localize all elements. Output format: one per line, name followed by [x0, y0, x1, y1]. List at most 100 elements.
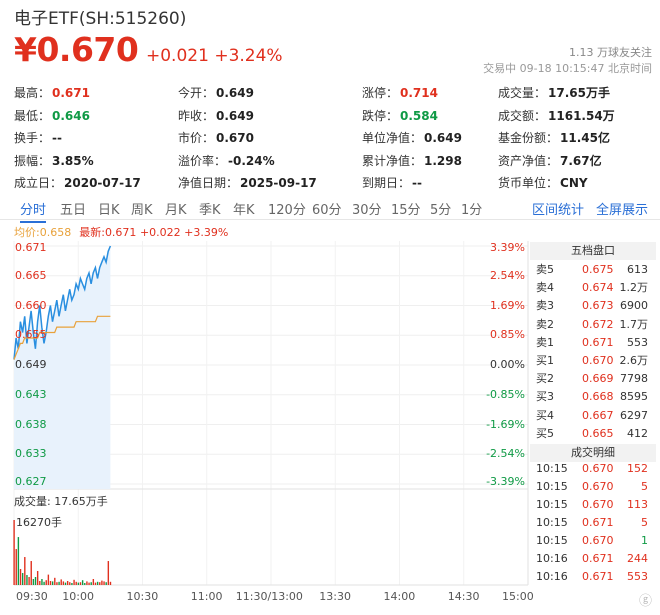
volume-bar	[94, 582, 97, 585]
volume-bar	[21, 573, 24, 585]
orderbook-row[interactable]: 卖2 0.672 1.7万	[530, 316, 656, 334]
trade-volume: 113	[627, 498, 648, 511]
stat-label: 累计净值：	[362, 153, 423, 168]
orderbook-volume: 8595	[620, 390, 648, 404]
volume-bar	[58, 581, 60, 585]
stat-value: 2025-09-17	[240, 176, 317, 190]
orderbook-row[interactable]: 买3 0.668 8595	[530, 388, 656, 406]
trade-time: 10:15	[536, 516, 568, 529]
trade-time: 10:15	[536, 480, 568, 493]
stat-label: 成立日：	[14, 176, 63, 190]
volume-bar	[73, 579, 75, 585]
volume-bar	[81, 580, 84, 585]
trade-volume: 1	[641, 534, 648, 547]
latest-pct: +3.39%	[184, 226, 229, 239]
x-label: 13:30	[319, 590, 351, 603]
tab-10[interactable]: 15分	[391, 203, 421, 218]
trade-row: 10:16 0.671 244	[530, 550, 656, 568]
volume-bar	[86, 581, 88, 585]
volume-bar	[60, 579, 62, 585]
orderbook-row[interactable]: 买2 0.669 7798	[530, 370, 656, 388]
stat-value: 0.649	[216, 86, 254, 100]
tab-3[interactable]: 周K	[131, 203, 153, 218]
change-amount: +0.021	[146, 46, 209, 66]
range-stats-link[interactable]: 区间统计	[532, 203, 585, 218]
orderbook-price: 0.665	[582, 426, 614, 440]
x-label: 14:00	[383, 590, 416, 603]
follower-count[interactable]: 1.13 万球友关注	[569, 44, 652, 60]
stat-cell: 溢价率： -0.24%	[178, 152, 275, 169]
tab-5[interactable]: 季K	[199, 203, 221, 218]
volume-bar	[92, 579, 95, 585]
stat-cell: 今开： 0.649	[178, 84, 254, 101]
trade-volume: 5	[641, 480, 648, 493]
stat-cell: 振幅： 3.85%	[14, 152, 94, 169]
orderbook-row[interactable]: 卖5 0.675 613	[530, 261, 656, 279]
trade-row: 10:16 0.671 553	[530, 568, 656, 586]
volume-bar	[75, 581, 77, 585]
fullscreen-link[interactable]: 全屏展示	[596, 203, 649, 218]
tab-1[interactable]: 五日	[60, 203, 87, 218]
orderbook-label: 卖3	[536, 299, 554, 313]
stat-value: 0.714	[400, 86, 438, 100]
stats-row: 最低： 0.646 昨收： 0.649 跌停： 0.584 成交额： 1161.54万	[0, 107, 660, 129]
tab-11[interactable]: 5分	[430, 203, 452, 218]
orderbook-volume: 412	[627, 426, 648, 440]
y-label-left: 0.638	[15, 417, 47, 431]
tab-4[interactable]: 月K	[165, 203, 187, 218]
orderbook-row[interactable]: 卖3 0.673 6900	[530, 297, 656, 315]
volume-label: 成交量: 17.65万手	[14, 495, 108, 508]
x-label: 09:30	[16, 590, 48, 603]
volume-bar	[107, 561, 110, 585]
stat-cell: 成立日： 2020-07-17	[14, 174, 141, 191]
orderbook-row[interactable]: 卖4 0.674 1.2万	[530, 279, 656, 297]
volume-bar	[56, 582, 58, 585]
volume-bar	[99, 582, 101, 585]
orderbook-label: 卖2	[536, 317, 554, 331]
orderbook-row[interactable]: 买1 0.670 2.6万	[530, 352, 656, 370]
x-label: 11:30/13:00	[235, 590, 303, 603]
volume-bar	[24, 557, 26, 585]
follower-number: 1.13	[569, 46, 594, 59]
avg-value: 0.658	[39, 226, 72, 239]
orderbook-row[interactable]: 卖1 0.671 553	[530, 334, 656, 352]
x-label: 14:30	[447, 590, 480, 603]
orderbook-label: 卖4	[536, 281, 554, 295]
trade-price: 0.670	[582, 498, 614, 511]
stat-label: 到期日：	[362, 176, 411, 190]
latest-change: +0.022	[139, 226, 181, 239]
stat-cell: 跌停： 0.584	[362, 107, 438, 124]
tab-12[interactable]: 1分	[461, 203, 483, 218]
orderbook-volume: 7798	[620, 372, 648, 386]
y-label-left: 0.643	[15, 387, 47, 401]
trade-row: 10:15 0.671 5	[530, 514, 656, 532]
stat-cell: 昨收： 0.649	[178, 107, 254, 124]
stat-value: --	[52, 131, 62, 145]
trade-status: 交易中	[483, 62, 517, 75]
tab-7[interactable]: 120分	[268, 203, 306, 218]
y-label-left: 0.627	[15, 475, 47, 488]
latest-value: 0.671	[104, 226, 137, 239]
volume-bar	[103, 581, 105, 585]
stat-label: 最低：	[14, 108, 51, 123]
trade-timestamp: 09-18 10:15:47 北京时间	[519, 62, 652, 75]
x-label: 11:00	[190, 590, 223, 603]
orderbook-price: 0.671	[582, 335, 614, 349]
orderbook-row[interactable]: 买5 0.665 412	[530, 425, 656, 443]
volume-bar	[47, 574, 50, 585]
orderbook-row[interactable]: 买4 0.667 6297	[530, 407, 656, 425]
orderbook-label: 买2	[536, 372, 554, 386]
stat-label: 单位净值：	[362, 131, 423, 145]
volume-bar	[32, 579, 35, 585]
stat-value: -0.24%	[228, 153, 275, 168]
stat-label: 资产净值：	[498, 153, 559, 168]
change-percent: +3.24%	[214, 46, 283, 66]
tab-9[interactable]: 30分	[352, 203, 382, 218]
volume-bar	[28, 577, 30, 585]
latest-label: 最新:	[79, 226, 105, 239]
volume-bar	[77, 582, 80, 585]
tab-6[interactable]: 年K	[233, 203, 255, 218]
tab-2[interactable]: 日K	[98, 203, 120, 218]
tab-0[interactable]: 分时	[20, 199, 47, 223]
tab-8[interactable]: 60分	[312, 203, 342, 218]
